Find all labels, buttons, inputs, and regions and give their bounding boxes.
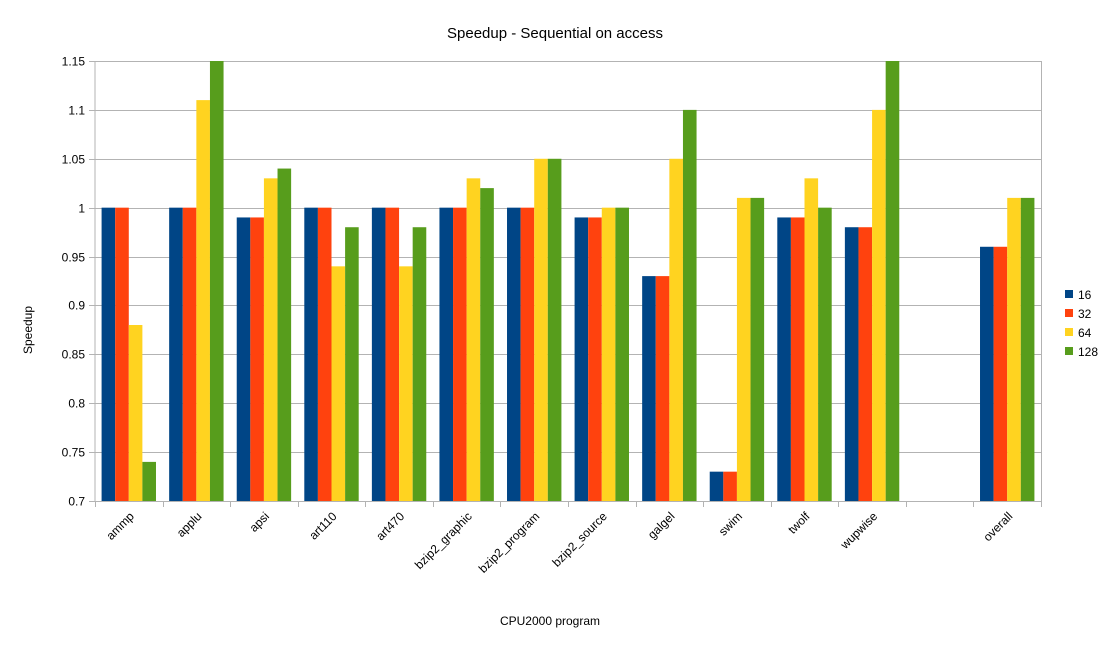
x-axis-title: CPU2000 program (500, 614, 600, 628)
bar-16-overall (980, 246, 994, 501)
bar-128-bzip2_source (615, 207, 629, 501)
bar-128-art470 (412, 227, 427, 501)
bar-128-overall (1020, 197, 1035, 501)
bar-64-art470 (399, 266, 413, 501)
legend-label-16: 16 (1078, 288, 1092, 302)
bar-32-apsi (250, 217, 264, 501)
bar-64-overall (1007, 197, 1021, 501)
bar-16-twolf (777, 217, 791, 501)
x-tick-label: twolf (785, 509, 813, 537)
bar-64-bzip2_program (534, 158, 548, 501)
bar-32-art470 (385, 207, 400, 501)
y-tick-label: 0.75 (62, 446, 86, 460)
legend-swatch-128 (1065, 347, 1073, 355)
x-tick-label: galgel (645, 509, 678, 542)
axes (94, 61, 1042, 502)
legend-swatch-32 (1065, 309, 1073, 317)
y-axis-ticks: 0.7 0.75 0.8 0.85 0.9 0.95 1 1.05 1.1 1.15 (62, 55, 95, 509)
bar-16-bzip2_graphic (439, 207, 454, 501)
legend-label-128: 128 (1078, 345, 1098, 359)
bar-128-art110 (345, 227, 359, 501)
bar-32-ammp (115, 207, 129, 501)
bar-64-art110 (331, 266, 346, 501)
bar-32-swim (723, 471, 737, 501)
bar-32-bzip2_source (588, 217, 602, 501)
x-tick-label: apsi (247, 509, 272, 534)
bar-32-overall (993, 246, 1008, 501)
bar-16-wupwise (844, 227, 859, 501)
bar-128-bzip2_graphic (480, 188, 494, 501)
x-tick-label: bzip2_program (476, 509, 543, 576)
y-tick-label: 1 (78, 202, 85, 216)
legend-swatch-16 (1065, 290, 1073, 298)
x-axis-ticks: ammp applu apsi art110 art470 bzip2_graphic bz… (95, 501, 1042, 576)
bar-16-apsi (236, 217, 251, 501)
bar-32-applu (182, 207, 197, 501)
bar-16-galgel (642, 276, 656, 501)
bar-32-twolf (790, 217, 805, 501)
bar-128-ammp (142, 461, 156, 501)
bar-16-bzip2_program (507, 207, 521, 501)
bar-64-twolf (804, 178, 819, 502)
bar-16-ammp (101, 207, 116, 501)
bars (101, 61, 1035, 502)
bar-16-art110 (304, 207, 318, 501)
legend-label-64: 64 (1078, 326, 1092, 340)
bar-128-applu (209, 61, 224, 501)
bar-64-ammp (128, 325, 143, 501)
bar-16-bzip2_source (574, 217, 589, 501)
y-tick-label: 0.95 (62, 251, 86, 265)
bar-16-applu (169, 207, 183, 501)
y-tick-label: 0.7 (68, 495, 85, 509)
bar-64-applu (196, 100, 210, 501)
bar-128-wupwise (885, 61, 900, 501)
y-tick-label: 0.85 (62, 348, 86, 362)
x-tick-label: art110 (306, 509, 340, 543)
x-tick-label: bzip2_graphic (412, 509, 475, 572)
bar-32-wupwise (858, 227, 873, 501)
bar-32-galgel (655, 276, 670, 501)
bar-64-apsi (263, 178, 278, 502)
bar-32-bzip2_graphic (453, 207, 467, 501)
bar-32-art110 (317, 207, 332, 501)
bar-16-swim (709, 471, 724, 501)
x-tick-label: ammp (103, 509, 137, 543)
x-tick-label: swim (716, 509, 745, 538)
legend-swatch-64 (1065, 328, 1073, 336)
x-tick-label: applu (174, 509, 205, 540)
bar-128-swim (750, 197, 765, 501)
y-tick-label: 1.1 (68, 104, 85, 118)
bar-32-bzip2_program (520, 207, 535, 501)
legend-label-32: 32 (1078, 307, 1092, 321)
bar-128-twolf (818, 207, 832, 501)
bar-128-apsi (277, 168, 292, 502)
x-tick-label: art470 (373, 509, 407, 543)
y-axis-title: Speedup (21, 306, 35, 354)
bar-64-swim (736, 197, 751, 501)
y-tick-label: 1.15 (62, 55, 86, 69)
bar-64-bzip2_graphic (466, 178, 481, 502)
chart-title: Speedup - Sequential on access (447, 25, 663, 42)
bar-64-wupwise (872, 109, 886, 501)
y-tick-label: 0.8 (68, 397, 85, 411)
bar-64-galgel (669, 158, 683, 501)
bar-64-bzip2_source (601, 207, 616, 501)
legend: 16 32 64 128 (1065, 288, 1098, 359)
x-tick-label: overall (980, 509, 1015, 544)
bar-128-bzip2_program (547, 158, 562, 501)
bar-16-art470 (371, 207, 386, 501)
x-tick-label: bzip2_source (550, 509, 611, 570)
x-tick-label: wupwise (837, 509, 880, 552)
bar-128-galgel (682, 109, 697, 501)
y-tick-label: 0.9 (68, 299, 85, 313)
y-tick-label: 1.05 (62, 153, 86, 167)
